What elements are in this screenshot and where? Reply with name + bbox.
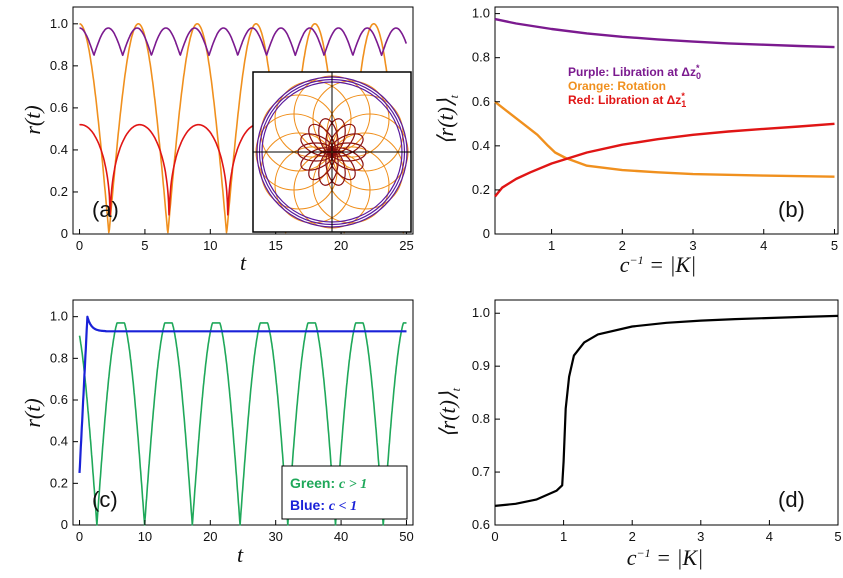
legend-entry-b-2: Red: Libration at Δz1*	[568, 91, 686, 109]
ytick-label-c-2: 0.4	[50, 434, 68, 449]
line-purple-libration	[79, 27, 408, 57]
ytick-label-a-3: 0.6	[50, 100, 68, 115]
xtick-label-c-4: 40	[334, 529, 348, 544]
ytick-label-c-3: 0.6	[50, 392, 68, 407]
legend-entry-c-1: Blue: c < 1	[290, 497, 357, 514]
ytick-label-d-3: 0.9	[472, 358, 490, 373]
ytick-label-b-2: 0.4	[472, 138, 490, 153]
ytick-label-b-0: 0	[483, 226, 490, 241]
xtick-label-d-3: 3	[697, 529, 704, 544]
panel-d: 0 1 2 3 4 5 0.6 0.7 0.8 0.9 1.0 (d) c−1 = |K| ⟨r(t…	[435, 299, 842, 570]
xlabel-c: t	[237, 542, 244, 567]
series-b	[494, 17, 835, 198]
ytick-label-b-5: 1.0	[472, 6, 490, 21]
xtick-label-c-0: 0	[76, 529, 83, 544]
line-purple	[494, 17, 835, 49]
xtick-label-b-3: 4	[760, 238, 767, 253]
xtick-label-a-0: 0	[76, 238, 83, 253]
xtick-label-b-2: 3	[689, 238, 696, 253]
xtick-label-a-4: 20	[334, 238, 348, 253]
xtick-label-d-4: 4	[766, 529, 773, 544]
ticks-a: 0 5 10 15 20 25 0 0.2 0.4 0.6 0.8 1.0	[50, 16, 414, 253]
ytick-label-c-0: 0	[61, 517, 68, 532]
series-d	[494, 314, 839, 507]
xtick-label-c-3: 30	[268, 529, 282, 544]
xtick-label-a-5: 25	[399, 238, 413, 253]
xtick-label-c-2: 20	[203, 529, 217, 544]
ytick-label-d-2: 0.8	[472, 411, 490, 426]
line-green-oscillation	[78, 322, 407, 526]
ytick-label-b-1: 0.2	[472, 182, 490, 197]
panel-label-c: (c)	[92, 487, 118, 512]
line-black	[494, 314, 839, 507]
panel-b: 1 2 3 4 5 0 0.2 0.4 0.6 0.8 1.0 Purple: Libration …	[433, 6, 839, 277]
ytick-label-d-1: 0.7	[472, 464, 490, 479]
plot-frame-a	[72, 6, 414, 235]
legend-entry-b-1: Orange: Rotation	[568, 79, 666, 93]
xtick-label-b-1: 2	[619, 238, 626, 253]
plot-frame-b	[494, 6, 839, 235]
xtick-label-d-2: 2	[629, 529, 636, 544]
ticks-b: 1 2 3 4 5 0 0.2 0.4 0.6 0.8 1.0	[472, 6, 838, 253]
xtick-label-c-1: 10	[138, 529, 152, 544]
panel-label-a: (a)	[92, 197, 119, 222]
ylabel-d: ⟨r(t)⟩t	[435, 387, 463, 438]
xtick-label-a-1: 5	[141, 238, 148, 253]
xtick-label-b-4: 5	[831, 238, 838, 253]
xtick-label-d-1: 1	[560, 529, 567, 544]
ytick-label-a-1: 0.2	[50, 184, 68, 199]
panel-c: 0 10 20 30 40 50 0 0.2 0.4 0.6 0.8 1.0 Green: c > 1…	[20, 299, 414, 567]
ytick-label-c-1: 0.2	[50, 475, 68, 490]
xtick-label-d-0: 0	[491, 529, 498, 544]
ticks-c: 0 10 20 30 40 50 0 0.2 0.4 0.6 0.8 1.0	[50, 309, 414, 544]
xtick-label-d-5: 5	[834, 529, 841, 544]
plot-frame-d	[494, 299, 839, 526]
ytick-label-a-5: 1.0	[50, 16, 68, 31]
xtick-label-a-2: 10	[203, 238, 217, 253]
xtick-label-b-0: 1	[548, 238, 555, 253]
panel-label-b: (b)	[778, 197, 805, 222]
line-blue-relaxation	[78, 315, 408, 473]
ytick-label-b-4: 0.8	[472, 50, 490, 65]
xlabel-a: t	[240, 250, 247, 275]
ytick-label-d-0: 0.6	[472, 517, 490, 532]
ytick-label-a-2: 0.4	[50, 142, 68, 157]
panel-label-d: (d)	[778, 487, 805, 512]
ytick-label-d-4: 1.0	[472, 305, 490, 320]
legend-frame-c	[281, 465, 408, 520]
ylabel-a: r(t)	[20, 105, 45, 134]
line-red	[494, 122, 835, 198]
ylabel-c: r(t)	[20, 398, 45, 427]
ticks-d: 0 1 2 3 4 5 0.6 0.7 0.8 0.9 1.0	[472, 305, 842, 544]
inset-phase-portrait	[252, 71, 412, 233]
plot-frame-c	[72, 299, 414, 526]
ytick-label-a-0: 0	[61, 226, 68, 241]
inset-red-petal	[329, 133, 364, 157]
legend-entry-c-0: Green: c > 1	[290, 475, 367, 492]
ylabel-b: ⟨r(t)⟩t	[433, 94, 461, 145]
series-c	[78, 315, 408, 526]
xtick-label-a-3: 15	[268, 238, 282, 253]
panel-a: 0 5 10 15 20 25 0 0.2 0.4 0.6 0.8 1.0 (a) t r(t)	[20, 6, 414, 275]
ytick-label-a-4: 0.8	[50, 58, 68, 73]
ytick-label-c-5: 1.0	[50, 309, 68, 324]
ytick-label-b-3: 0.6	[472, 94, 490, 109]
inset-orange-loop	[312, 80, 390, 158]
legend-b: Purple: Libration at Δz0*Orange: Rotatio…	[568, 63, 701, 109]
xlabel-d: c−1 = |K|	[627, 545, 704, 570]
legend-c: Green: c > 1 Blue: c < 1	[290, 475, 367, 514]
ytick-label-c-4: 0.8	[50, 350, 68, 365]
legend-entry-b-0: Purple: Libration at Δz0*	[568, 63, 701, 81]
xlabel-b: c−1 = |K|	[620, 252, 697, 277]
xtick-label-c-5: 50	[399, 529, 413, 544]
